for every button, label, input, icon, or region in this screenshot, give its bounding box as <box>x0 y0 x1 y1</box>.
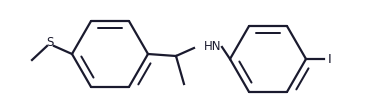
Text: I: I <box>328 53 332 65</box>
Text: HN: HN <box>204 40 222 53</box>
Text: S: S <box>46 36 54 49</box>
